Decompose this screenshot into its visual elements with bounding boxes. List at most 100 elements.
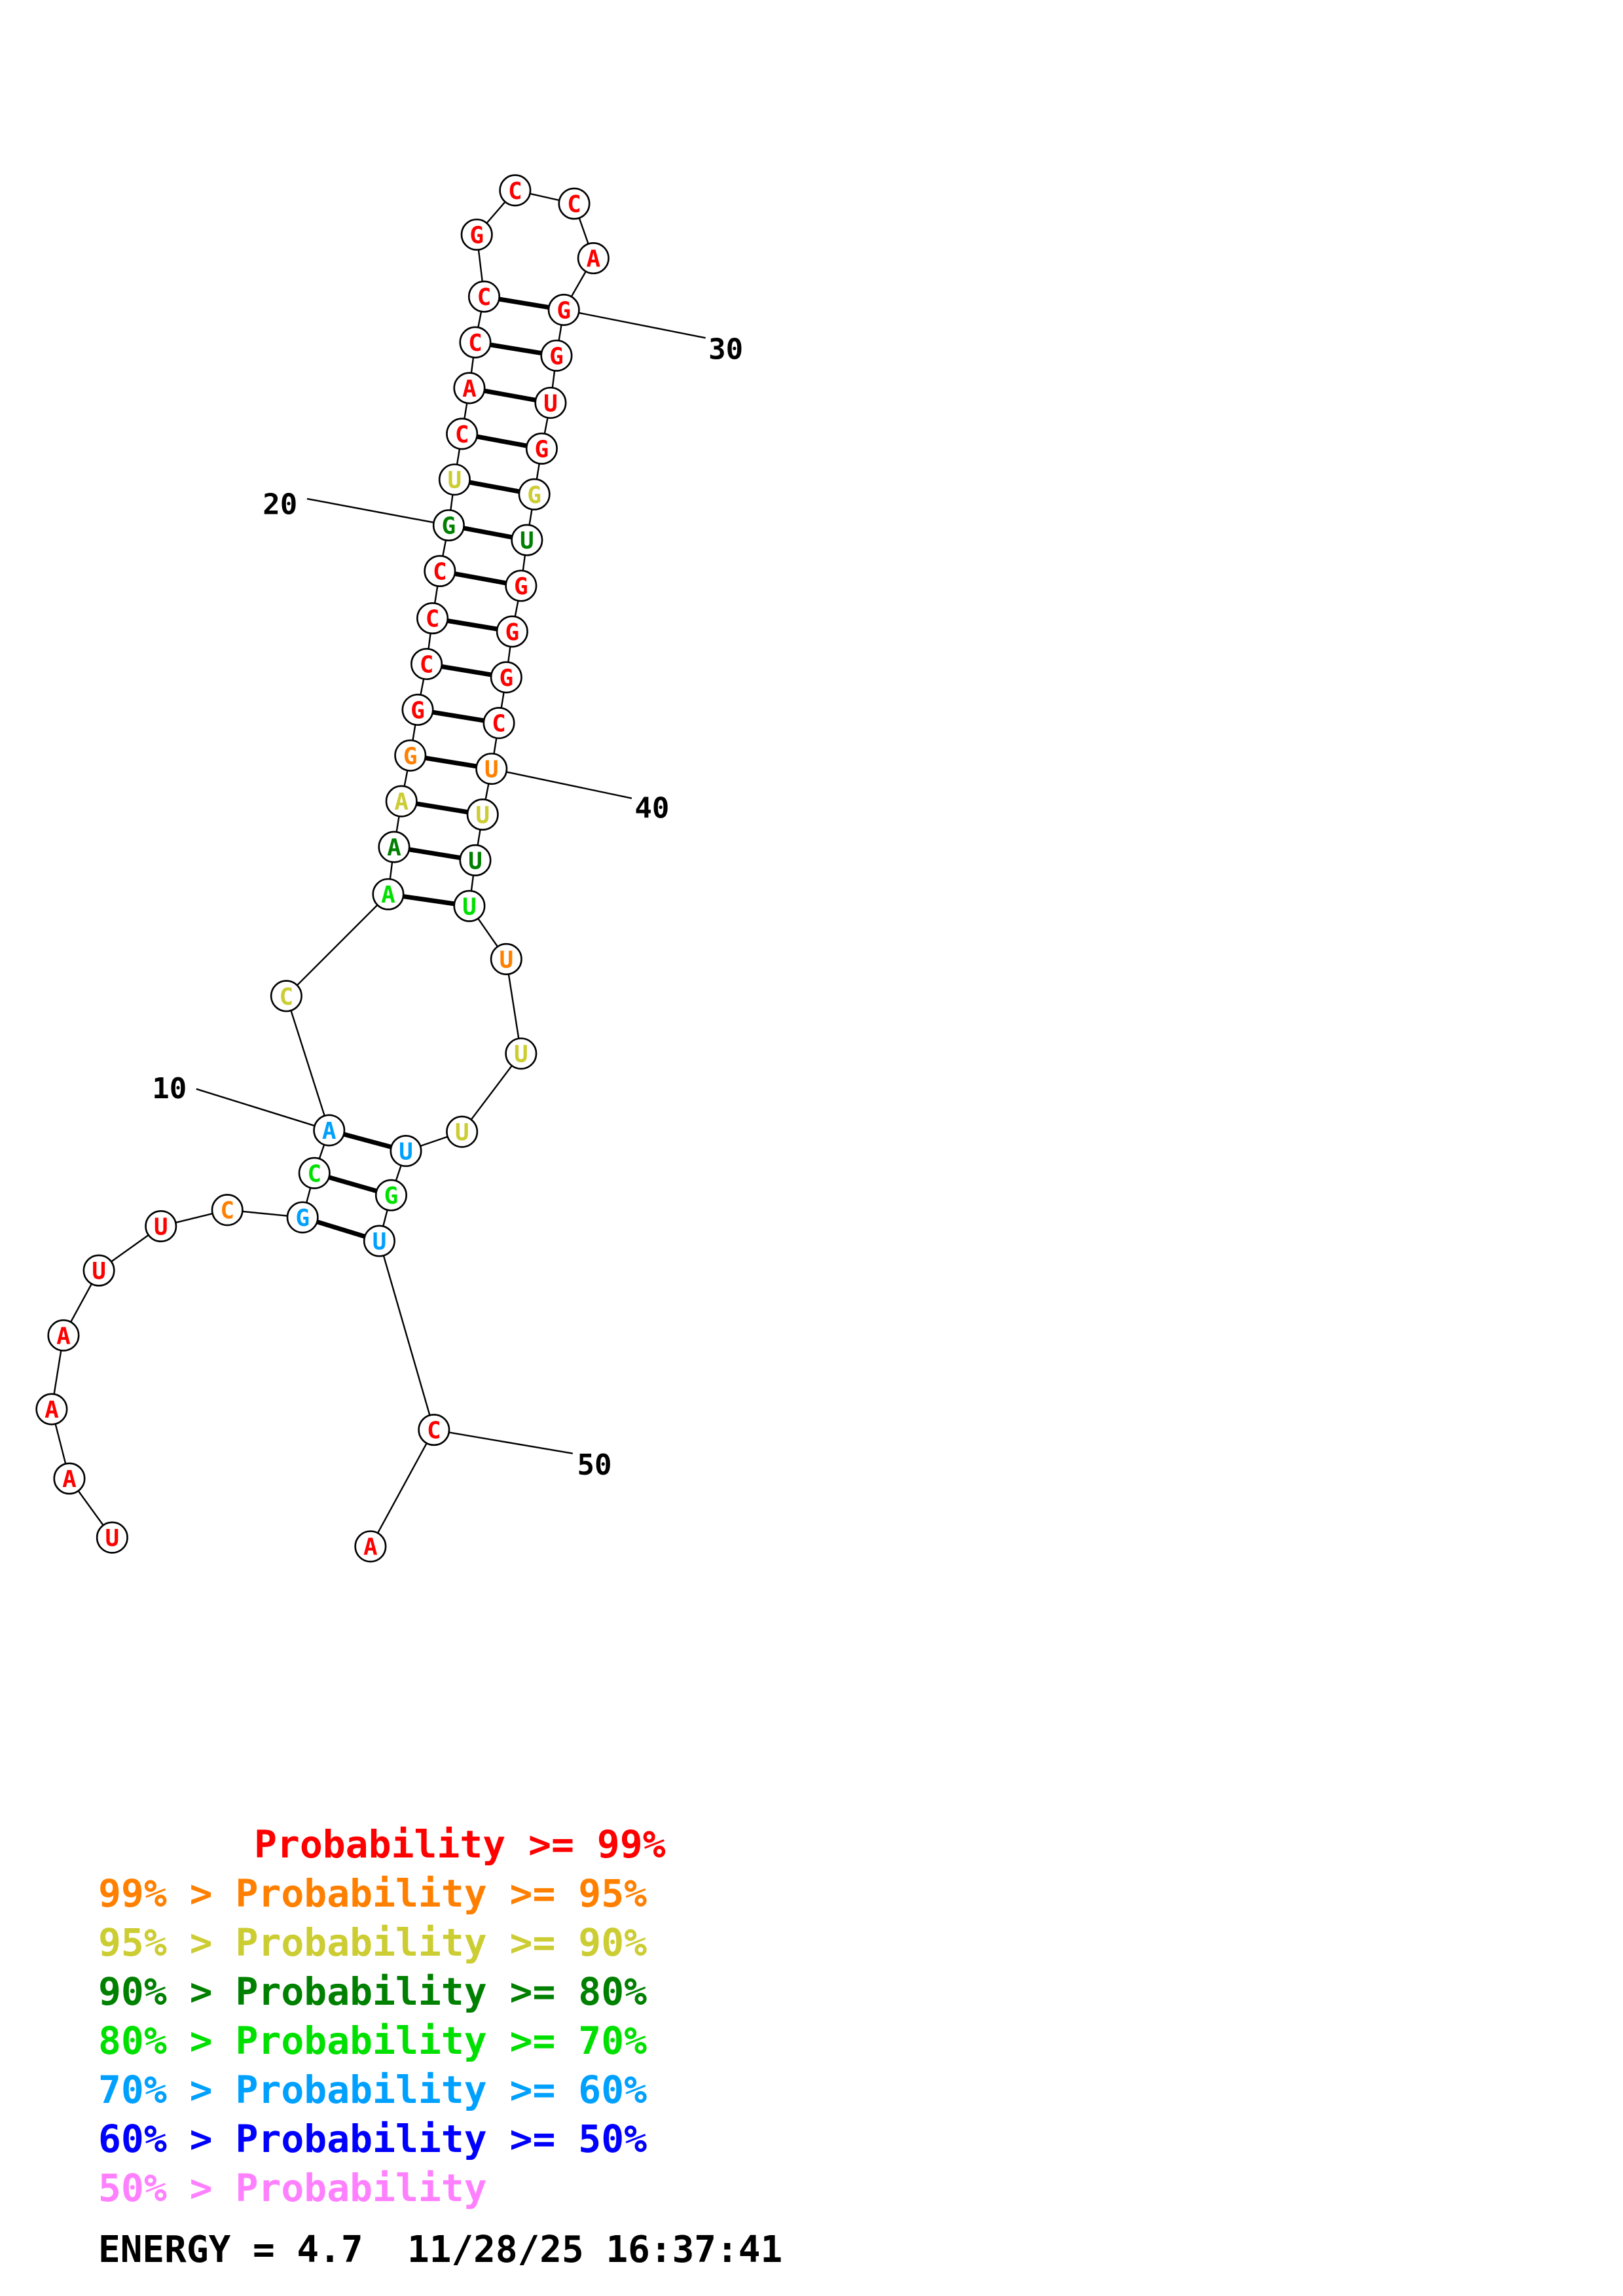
nucleotide-circle: [145, 1210, 177, 1243]
nucleotide: A: [453, 372, 486, 404]
legend-prefix: 70% >: [98, 2068, 236, 2112]
nucleotide: C: [211, 1194, 244, 1227]
nucleotide-circle: [460, 218, 493, 251]
legend-prefix: 99% >: [98, 1871, 236, 1916]
nucleotide: C: [418, 1414, 450, 1446]
nucleotide-base: U: [475, 802, 490, 829]
nucleotide-circle: [453, 372, 486, 404]
nucleotide: G: [374, 1179, 407, 1211]
nucleotide-circle: [438, 463, 471, 496]
nucleotide: C: [483, 707, 515, 740]
nucleotide: A: [385, 785, 418, 817]
nucleotide: G: [394, 739, 427, 772]
nucleotide: G: [547, 293, 580, 326]
nucleotide-base: C: [427, 1418, 441, 1444]
nucleotide-base: U: [154, 1213, 168, 1240]
nucleotide-circle: [446, 418, 479, 450]
nucleotide: A: [372, 878, 405, 910]
nucleotide: U: [96, 1521, 128, 1554]
nucleotide-base: U: [520, 528, 534, 554]
nucleotide: C: [558, 187, 591, 220]
legend-prefix: 80% >: [98, 2018, 236, 2063]
nucleotide-base: U: [448, 467, 462, 494]
nucleotide-base: G: [549, 343, 564, 370]
legend-row-7: 60% > Probability >= 50%: [98, 2117, 647, 2161]
nucleotide-circle: [459, 326, 492, 359]
position-tick: [563, 309, 706, 339]
nucleotide: A: [47, 1319, 80, 1352]
nucleotide-circle: [96, 1521, 128, 1554]
nucleotide: A: [354, 1530, 387, 1563]
legend-text: Probability >= 60%: [236, 2068, 647, 2112]
nucleotide-base: G: [295, 1205, 310, 1232]
legend-row-3: 95% > Probability >= 90%: [98, 1920, 647, 1965]
nucleotide-circle: [518, 478, 551, 511]
nucleotide-base: C: [426, 606, 440, 633]
legend-row-8: 50% > Probability: [98, 2166, 487, 2210]
nucleotide: A: [35, 1393, 68, 1426]
position-tick: [306, 497, 449, 526]
nucleotide-circle: [416, 602, 449, 635]
legend-prefix: 50% >: [98, 2166, 236, 2210]
nucleotide-base: C: [567, 191, 581, 218]
nucleotide: G: [401, 693, 434, 726]
legend-text: Probability >= 70%: [236, 2018, 647, 2063]
nucleotide: U: [534, 386, 567, 419]
nucleotide-base: A: [462, 376, 477, 403]
nucleotide: U: [446, 1115, 479, 1148]
nucleotide-circle: [211, 1194, 244, 1227]
nucleotide: C: [459, 326, 492, 359]
position-label: 20: [263, 488, 297, 521]
nucleotide-circle: [313, 1114, 346, 1147]
nucleotide-base: A: [322, 1118, 337, 1145]
nucleotide: A: [577, 242, 610, 275]
nucleotide-circle: [490, 661, 522, 694]
nucleotide: U: [475, 753, 508, 785]
nucleotide-circle: [363, 1225, 395, 1257]
nucleotide: U: [390, 1134, 422, 1168]
nucleotide-base: G: [403, 743, 418, 770]
nucleotide: A: [313, 1114, 346, 1147]
nucleotide: C: [467, 280, 500, 313]
nucleotide-circle: [483, 707, 515, 740]
nucleotide-base: A: [363, 1534, 378, 1561]
nucleotide-circle: [374, 1179, 407, 1211]
nucleotide-circle: [47, 1319, 80, 1352]
nucleotide-base: C: [280, 984, 294, 1011]
nucleotide: U: [490, 942, 522, 975]
nucleotide: C: [270, 980, 302, 1013]
nucleotide-circle: [446, 1115, 479, 1148]
nucleotide-circle: [378, 831, 410, 863]
nucleotide: G: [286, 1201, 319, 1234]
nucleotide: G: [496, 615, 528, 648]
nucleotide-circle: [505, 1037, 538, 1070]
nucleotide-circle: [511, 524, 543, 556]
legend-row-1: Probability >= 99%: [254, 1822, 666, 1867]
nucleotide: G: [525, 432, 558, 465]
nucleotide: A: [53, 1462, 86, 1495]
nucleotide: C: [416, 602, 449, 635]
nucleotide-base: U: [105, 1525, 119, 1552]
nucleotide-base: G: [410, 697, 425, 724]
nucleotide: G: [432, 509, 465, 542]
legend-text: Probability: [236, 2166, 487, 2210]
nucleotide-circle: [496, 615, 528, 648]
nucleotide-circle: [286, 1201, 319, 1234]
nucleotide-base: A: [45, 1397, 59, 1424]
nucleotide-base: A: [394, 789, 409, 816]
nucleotide: C: [410, 648, 443, 681]
backbone-segment: [378, 1240, 435, 1430]
nucleotide-circle: [547, 293, 580, 326]
nucleotide-circle: [390, 1134, 422, 1168]
nucleotide: G: [518, 478, 551, 511]
nucleotide-base: C: [508, 178, 522, 205]
nucleotide-circle: [525, 432, 558, 465]
nucleotide: C: [499, 174, 532, 207]
nucleotide: G: [460, 218, 493, 251]
nucleotide-base: A: [381, 882, 395, 908]
position-ticks: 10 20 30 40 50: [152, 309, 743, 1482]
nucleotide-base: G: [527, 482, 541, 509]
nucleotide-base: A: [387, 834, 401, 861]
energy-timestamp-footer: ENERGY = 4.7 11/28/25 16:37:41: [98, 2229, 782, 2271]
nucleotide-base: U: [543, 390, 558, 417]
